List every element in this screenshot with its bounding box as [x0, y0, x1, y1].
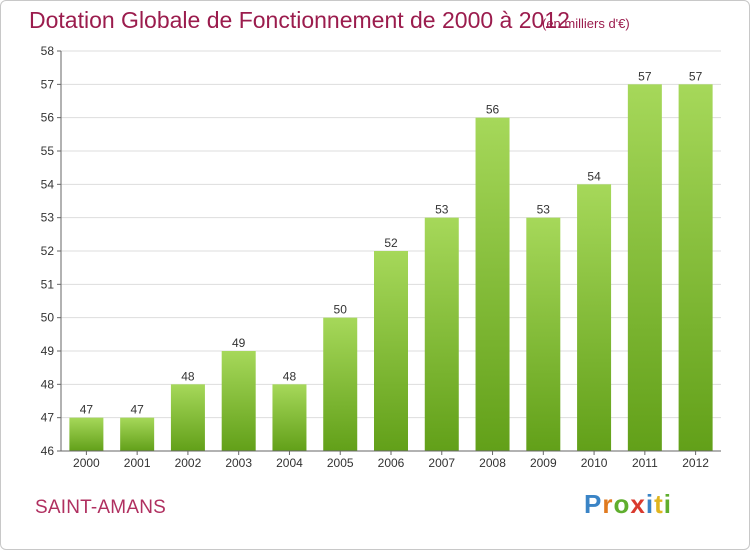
x-tick-label: 2005 — [327, 456, 354, 470]
bar-2008[interactable] — [475, 117, 510, 452]
y-tick-label: 56 — [41, 111, 55, 125]
logo-letter: i — [645, 489, 655, 519]
bar-2010[interactable] — [577, 184, 612, 452]
location-name: SAINT-AMANS — [35, 497, 166, 518]
bar-value-label: 49 — [232, 336, 246, 350]
bar-value-label: 48 — [181, 369, 195, 383]
y-tick-label: 49 — [41, 344, 55, 358]
y-tick-label: 50 — [41, 311, 55, 325]
bar-2006[interactable] — [374, 251, 408, 451]
y-tick-label: 47 — [41, 411, 55, 425]
logo-letter: t — [654, 489, 664, 519]
bar-value-label: 48 — [283, 369, 297, 383]
bar-2002[interactable] — [170, 384, 205, 451]
logo-letter: o — [613, 489, 631, 519]
x-tick-label: 2009 — [530, 456, 557, 470]
x-tick-label: 2002 — [175, 456, 202, 470]
x-tick-label: 2006 — [378, 456, 405, 470]
x-tick-label: 2000 — [73, 456, 100, 470]
y-tick-label: 53 — [41, 211, 55, 225]
y-tick-label: 51 — [41, 277, 55, 291]
bar-2012[interactable] — [678, 84, 713, 451]
bar-value-label: 54 — [587, 169, 601, 183]
x-tick-label: 2003 — [225, 456, 252, 470]
logo-letter: i — [663, 489, 672, 519]
bar-value-label: 53 — [537, 203, 551, 217]
bar-2001[interactable] — [120, 417, 155, 451]
bar-2007[interactable] — [424, 217, 459, 451]
logo-letter: P — [584, 489, 603, 519]
y-tick-label: 54 — [41, 177, 55, 191]
bar-value-label: 47 — [130, 403, 144, 417]
bar-value-label: 57 — [689, 69, 703, 83]
bar-2003[interactable] — [221, 351, 256, 451]
bar-2004[interactable] — [272, 384, 307, 451]
y-tick-label: 57 — [41, 77, 55, 91]
chart-subtitle: (en milliers d'€) — [542, 16, 630, 31]
x-tick-label: 2012 — [682, 456, 709, 470]
x-tick-label: 2010 — [581, 456, 608, 470]
proxiti-logo[interactable]: Proxiti — [584, 489, 672, 520]
y-tick-label: 48 — [41, 377, 55, 391]
y-tick-label: 58 — [41, 44, 55, 58]
chart-title: Dotation Globale de Fonctionnement de 20… — [29, 7, 570, 33]
y-tick-label: 46 — [41, 444, 55, 458]
x-tick-label: 2004 — [276, 456, 303, 470]
bar-2011[interactable] — [627, 84, 662, 451]
bar-value-label: 57 — [638, 69, 652, 83]
x-tick-label: 2011 — [632, 456, 658, 470]
logo-letter: r — [602, 489, 614, 519]
bar-value-label: 47 — [80, 403, 94, 417]
bar-value-label: 52 — [384, 236, 398, 250]
y-tick-label: 55 — [41, 144, 55, 158]
bar-2009[interactable] — [526, 217, 561, 451]
x-tick-label: 2007 — [428, 456, 455, 470]
y-tick-label: 52 — [41, 244, 55, 258]
bar-2005[interactable] — [323, 317, 358, 451]
bar-value-label: 56 — [486, 103, 500, 117]
logo-letter: x — [630, 489, 646, 519]
x-tick-label: 2001 — [124, 456, 151, 470]
x-tick-label: 2008 — [479, 456, 506, 470]
bar-value-label: 53 — [435, 203, 449, 217]
bar-value-label: 50 — [334, 303, 348, 317]
bar-2000[interactable] — [69, 417, 104, 451]
